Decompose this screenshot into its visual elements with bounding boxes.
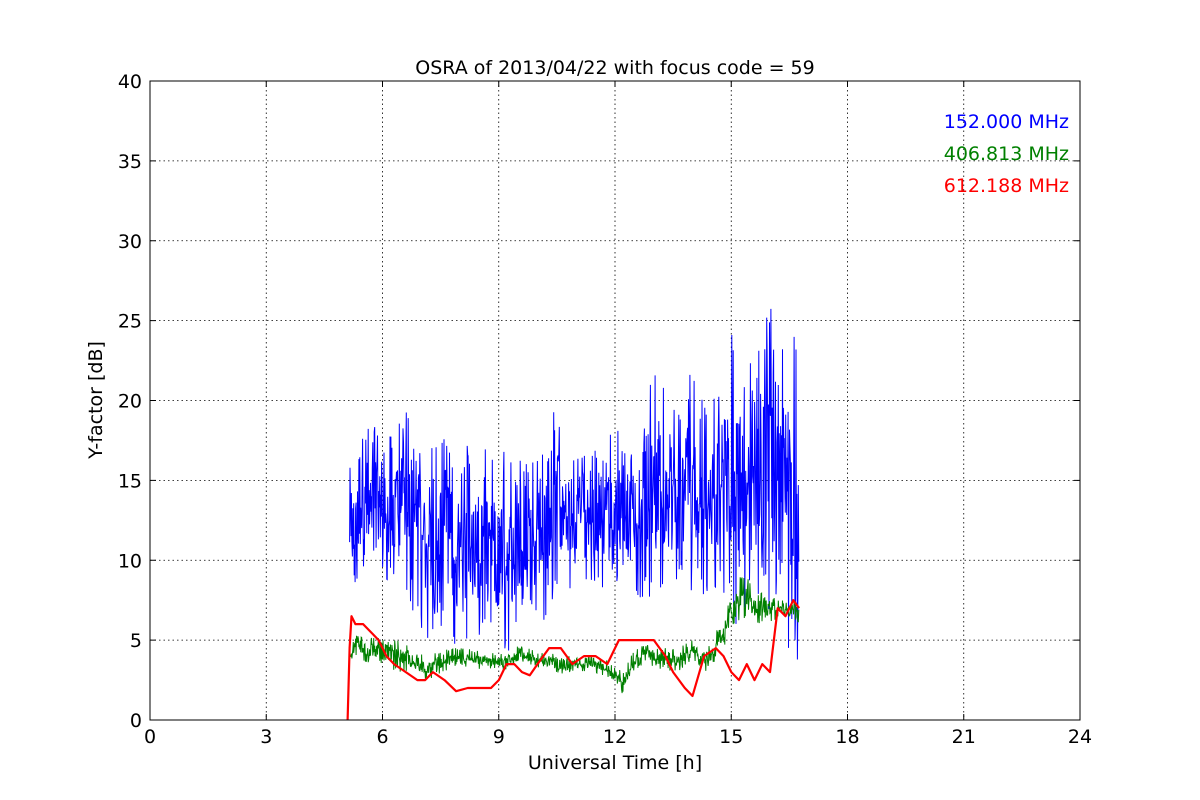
x-tick-label: 21 [952, 726, 976, 748]
x-tick-label: 0 [144, 726, 156, 748]
y-tick-label: 35 [118, 151, 142, 173]
x-axis-label: Universal Time [h] [528, 752, 702, 774]
chart-title: OSRA of 2013/04/22 with focus code = 59 [415, 57, 814, 79]
x-tick-label: 12 [603, 726, 627, 748]
grid [150, 81, 1080, 720]
y-tick-label: 5 [130, 630, 142, 652]
legend-entry-2: 612.188 MHz [944, 175, 1069, 197]
y-tick-label: 10 [118, 550, 142, 572]
x-tick-label: 9 [493, 726, 505, 748]
x-tick-label: 3 [260, 726, 272, 748]
x-tick-label: 6 [376, 726, 388, 748]
y-tick-label: 25 [118, 311, 142, 333]
series-line-0 [349, 308, 800, 660]
y-tick-label: 20 [118, 391, 142, 413]
y-axis-label: Y-factor [dB] [85, 341, 107, 460]
y-tick-label: 40 [118, 71, 142, 93]
x-tick-label: 18 [835, 726, 859, 748]
x-tick-label: 24 [1068, 726, 1092, 748]
legend-entry-0: 152.000 MHz [944, 111, 1069, 133]
series-line-2 [346, 599, 800, 721]
y-tick-label: 15 [118, 470, 142, 492]
legend-entry-1: 406.813 MHz [944, 143, 1069, 165]
legend: 152.000 MHz 406.813 MHz 612.188 MHz [944, 111, 1069, 197]
series-layer [346, 308, 800, 721]
x-tick-label: 15 [719, 726, 743, 748]
ticks: 0 3 6 9 12 15 18 21 24 0 5 10 15 20 25 30 35 40 [118, 71, 1092, 748]
y-tick-label: 0 [130, 710, 142, 732]
y-tick-label: 30 [118, 231, 142, 253]
